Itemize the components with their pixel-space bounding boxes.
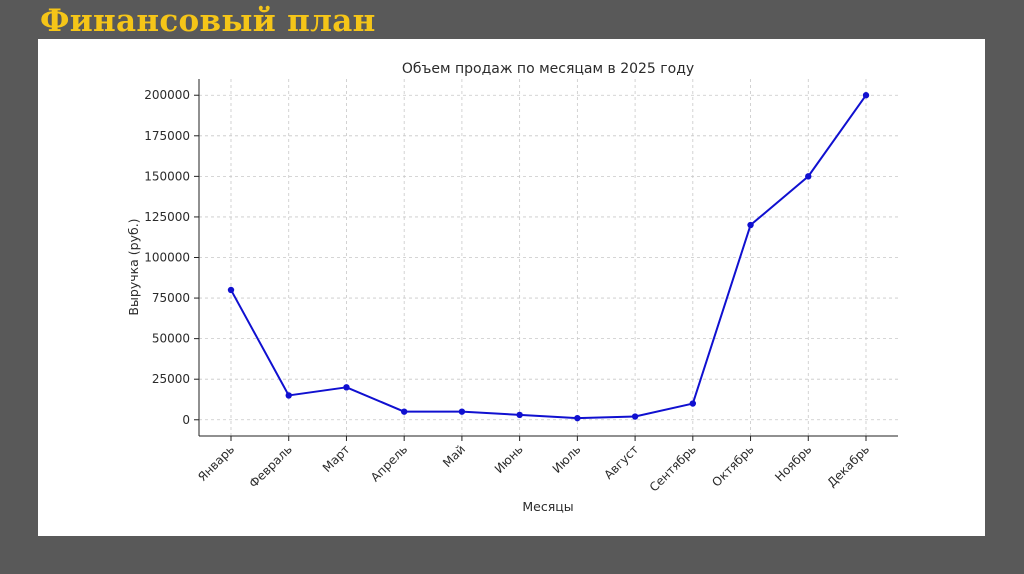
y-tick-label: 100000 [144,251,190,265]
data-point-Январь [227,286,235,294]
chart-title: Объем продаж по месяцам в 2025 году [402,61,694,77]
x-tick-label: Август [601,442,641,482]
grid-layer [199,79,898,436]
data-point-Июнь [516,411,523,419]
series-line [230,94,867,420]
y-tick-label: 150000 [144,169,190,183]
x-tick-label: Март [320,442,353,475]
slide-title: Финансовый план [40,3,376,39]
x-tick-label: Январь [195,442,237,484]
tick-layer: 0 25000 50000 75000 100000 125000 150000 175000… [144,88,872,494]
y-tick-label: 75000 [152,291,190,305]
data-point-Ноябрь [805,173,812,180]
data-point-Август [631,413,639,420]
x-axis-label: Месяцы [522,499,573,514]
sales-line-chart: Объем продаж по месяцам в 2025 году Меся… [126,61,898,514]
x-tick-label: Сентябрь [647,442,699,494]
x-tick-label: Октябрь [709,442,756,489]
x-tick-label: Декабрь [824,442,872,490]
x-tick-label: Апрель [368,442,410,484]
data-point-Декабрь [862,92,870,99]
data-point-Февраль [285,392,292,399]
y-axis-label: Выручка (руб.) [126,218,141,315]
y-tick-label: 125000 [144,210,190,224]
x-tick-label: Июль [550,442,584,476]
data-point-Май [458,408,466,415]
chart-panel: Объем продаж по месяцам в 2025 году Меся… [38,39,985,536]
x-tick-label: Июнь [492,442,526,476]
data-point-Октябрь [747,221,754,229]
y-tick-label: 200000 [144,88,190,102]
x-tick-label: Февраль [246,442,294,490]
x-tick-label: Май [440,442,468,470]
x-tick-label: Ноябрь [772,442,814,484]
y-tick-label: 0 [182,413,190,427]
y-tick-label: 50000 [152,332,190,346]
data-point-Сентябрь [689,400,697,407]
series-layer [227,92,870,422]
data-point-Апрель [400,408,408,415]
y-tick-label: 175000 [144,129,190,143]
data-point-Март [343,384,350,391]
y-tick-label: 25000 [152,372,190,386]
data-point-Июль [574,414,581,422]
